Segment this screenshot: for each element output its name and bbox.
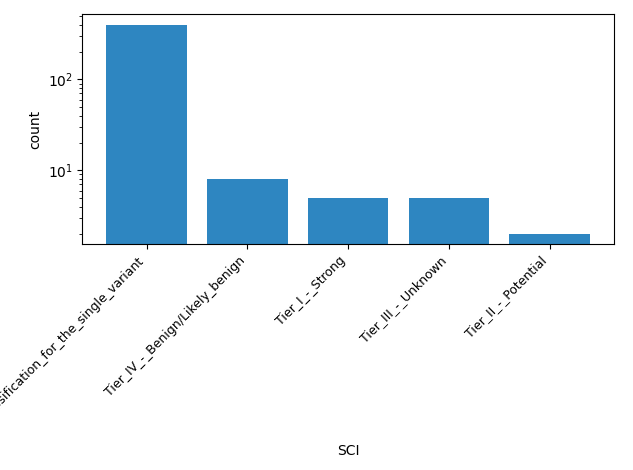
Bar <box>106 24 187 470</box>
Bar <box>510 234 590 470</box>
Bar <box>408 198 489 470</box>
X-axis label: SCI: SCI <box>337 444 360 458</box>
Bar <box>308 198 389 470</box>
Y-axis label: count: count <box>28 110 42 149</box>
Bar <box>207 179 288 470</box>
